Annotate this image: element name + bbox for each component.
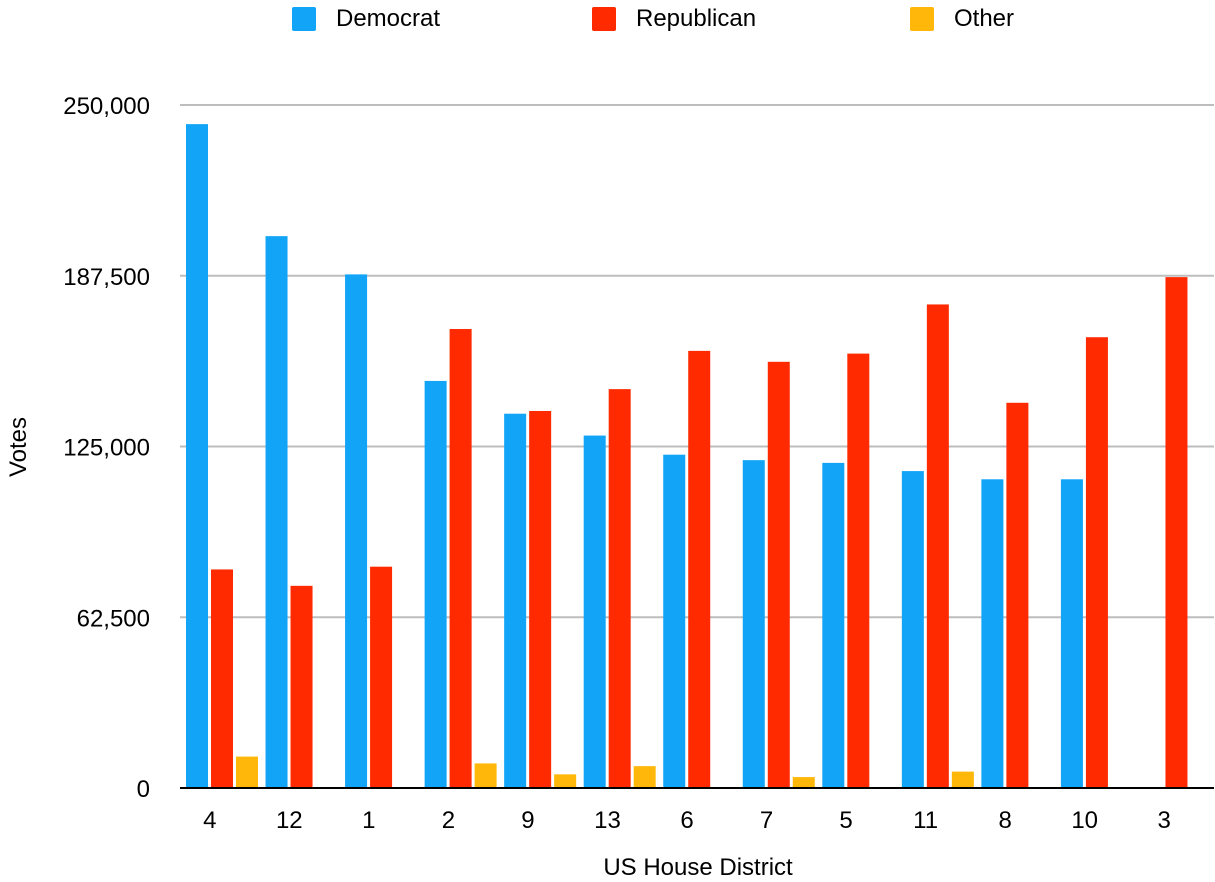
bar-republican-district-8 — [1006, 402, 1029, 788]
y-tick-label: 250,000 — [63, 93, 150, 120]
bar-other-district-13 — [633, 766, 656, 788]
bars — [186, 124, 1188, 789]
bar-other-district-9 — [554, 774, 577, 788]
legend-item-republican: Republican — [592, 2, 756, 36]
bar-republican-district-3 — [1165, 277, 1188, 788]
bar-democrat-district-10 — [1060, 479, 1083, 788]
bar-republican-district-6 — [688, 350, 711, 788]
x-tick-label: 1 — [362, 807, 375, 834]
x-tick-label: 10 — [1071, 807, 1098, 834]
bar-democrat-district-9 — [504, 413, 527, 788]
chart-legend: Democrat Republican Other — [0, 2, 1215, 36]
bar-republican-district-12 — [290, 585, 313, 788]
bar-democrat-district-12 — [265, 236, 288, 789]
y-tick-label: 187,500 — [63, 264, 150, 291]
x-tick-label: 8 — [998, 807, 1011, 834]
bar-democrat-district-6 — [663, 454, 686, 788]
legend-swatch-democrat — [292, 7, 316, 31]
x-axis-title: US House District — [603, 854, 793, 881]
x-tick-label: 2 — [442, 807, 455, 834]
bar-republican-district-11 — [926, 304, 949, 788]
bar-other-district-7 — [792, 777, 815, 788]
bar-republican-district-2 — [449, 329, 472, 788]
x-tick-label: 6 — [680, 807, 693, 834]
bar-other-district-2 — [474, 763, 497, 788]
x-tick-label: 3 — [1158, 807, 1171, 834]
legend-item-other: Other — [910, 2, 1014, 36]
x-tick-label: 13 — [594, 807, 621, 834]
bar-other-district-4 — [236, 756, 258, 788]
x-tick-label: 12 — [276, 807, 303, 834]
bar-democrat-district-1 — [345, 274, 368, 788]
x-tick-label: 7 — [760, 807, 773, 834]
x-tick-label: 11 — [913, 807, 938, 834]
x-tick-label: 9 — [521, 807, 534, 834]
x-tick-label: 5 — [839, 807, 852, 834]
legend-item-democrat: Democrat — [292, 2, 440, 36]
bar-democrat-district-11 — [901, 471, 924, 788]
y-axis-ticks: 0 62,500 125,000 187,500 250,000 — [63, 93, 150, 803]
y-tick-label: 0 — [137, 776, 150, 803]
bar-democrat-district-4 — [186, 124, 208, 788]
y-tick-label: 62,500 — [77, 605, 150, 632]
legend-label-other: Other — [954, 5, 1015, 32]
bar-democrat-district-7 — [742, 460, 765, 788]
x-tick-label: 4 — [203, 807, 216, 834]
bar-other-district-11 — [951, 771, 974, 788]
y-axis-title: Votes — [5, 417, 32, 477]
bar-republican-district-9 — [529, 410, 552, 788]
bar-democrat-district-5 — [822, 462, 845, 788]
legend-label-democrat: Democrat — [336, 5, 441, 32]
bar-republican-district-1 — [370, 566, 393, 788]
bar-democrat-district-8 — [981, 479, 1004, 788]
bar-republican-district-13 — [608, 389, 631, 788]
bar-republican-district-5 — [847, 353, 870, 788]
legend-swatch-republican — [592, 7, 616, 31]
x-axis-ticks: 4 12 1 2 9 13 6 7 5 11 8 10 3 — [203, 807, 1171, 834]
y-tick-label: 125,000 — [63, 435, 150, 462]
legend-label-republican: Republican — [636, 5, 757, 32]
legend-swatch-other — [910, 7, 934, 31]
bar-republican-district-7 — [767, 361, 790, 788]
bar-republican-district-10 — [1085, 337, 1108, 788]
bar-democrat-district-2 — [424, 380, 447, 788]
bar-democrat-district-13 — [583, 435, 606, 788]
bar-republican-district-4 — [211, 569, 233, 788]
